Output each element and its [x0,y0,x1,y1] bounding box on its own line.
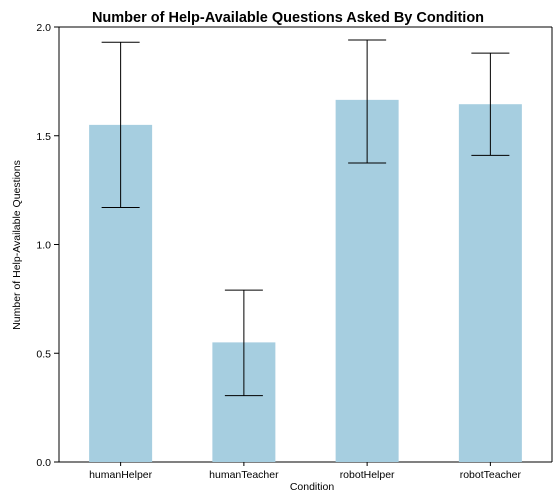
y-tick-label: 0.0 [36,457,51,469]
x-tick-label: humanHelper [89,469,153,481]
y-tick-label: 2.0 [36,22,51,34]
chart-title: Number of Help-Available Questions Asked… [92,10,484,26]
x-tick-label: robotHelper [340,469,395,481]
y-tick-label: 0.5 [36,348,51,360]
y-tick-label: 1.5 [36,131,51,143]
y-axis-label: Number of Help-Available Questions [11,160,23,330]
x-tick-label: robotTeacher [460,469,522,481]
x-tick-label: humanTeacher [209,469,279,481]
x-axis-label: Condition [290,481,335,491]
bar [458,104,522,463]
chart-marks: 0.0 0.5 1.0 1.5 2.0 humanHelper humanTeacher ro… [36,22,522,481]
y-tick-label: 1.0 [36,240,51,252]
